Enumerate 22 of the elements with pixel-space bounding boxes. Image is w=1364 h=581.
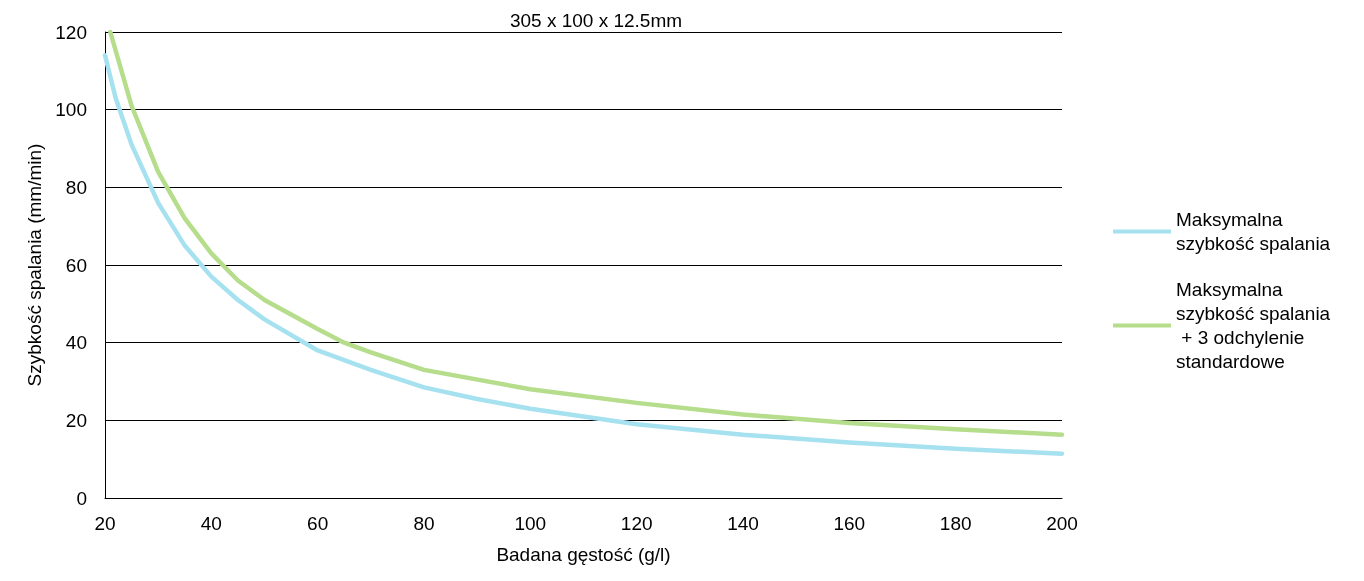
y-tick-label: 100	[55, 99, 87, 121]
x-tick-label: 60	[307, 513, 329, 534]
y-tick-label: 20	[65, 409, 87, 431]
x-tick-label: 80	[413, 513, 435, 534]
y-tick-label: 40	[65, 332, 87, 354]
x-tick-label: 40	[200, 513, 222, 534]
x-tick-label: 100	[514, 513, 547, 534]
legend-label: Maksymalna szybkość spalania	[1176, 209, 1331, 254]
x-tick-label: 120	[620, 513, 653, 534]
x-tick-label: 180	[939, 513, 972, 534]
y-tick-label: 0	[76, 487, 87, 509]
x-tick-label: 20	[94, 513, 116, 534]
y-tick-label: 60	[65, 254, 87, 276]
x-tick-label: 160	[833, 513, 866, 534]
legend-label: Maksymalna szybkość spalania + 3 odchylenie standardowe	[1176, 279, 1331, 372]
chart-title: 305 x 100 x 12.5mm	[509, 10, 683, 31]
y-axis-title: Szybkość spalania (mm/min)	[24, 143, 46, 387]
x-axis-title: Badana gęstość (g/l)	[496, 544, 671, 565]
x-tick-label: 200	[1046, 513, 1078, 534]
y-tick-label: 80	[65, 176, 87, 198]
x-tick-label: 140	[727, 513, 759, 534]
y-tick-label: 120	[55, 21, 87, 43]
